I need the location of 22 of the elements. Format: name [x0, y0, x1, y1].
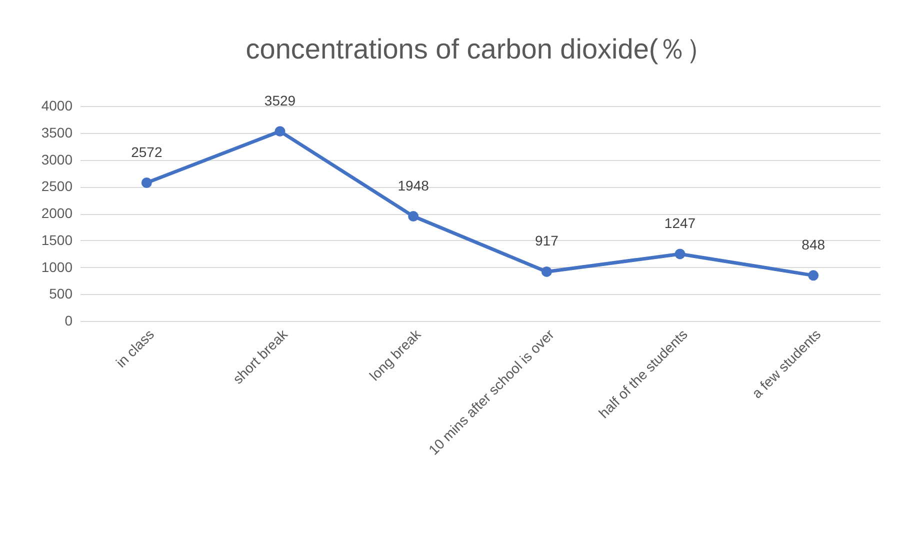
- y-tick-label: 4000: [41, 98, 73, 114]
- chart-title: concentrations of carbon dioxide(％）: [246, 33, 714, 64]
- point: [808, 270, 819, 281]
- y-tick-label: 500: [49, 286, 73, 302]
- y-tick-label: 3500: [41, 124, 73, 140]
- point: [274, 126, 286, 137]
- data-label: 1948: [398, 177, 430, 194]
- y-tick-label: 2500: [41, 178, 73, 194]
- point: [408, 211, 419, 222]
- y-tick-label: 0: [64, 312, 73, 328]
- point: [141, 178, 152, 188]
- data-label: 3529: [264, 92, 296, 108]
- y-tick-label: 1000: [41, 258, 73, 275]
- data-label: 917: [534, 232, 559, 249]
- data-label: 2572: [131, 144, 162, 160]
- point: [674, 248, 686, 260]
- y-tick-label: 1500: [41, 232, 73, 248]
- y-tick-label: 3000: [41, 151, 73, 168]
- point: [541, 266, 552, 277]
- data-label: 848: [802, 236, 826, 252]
- y-tick-label: 2000: [41, 205, 73, 221]
- data-label: 1247: [664, 214, 696, 231]
